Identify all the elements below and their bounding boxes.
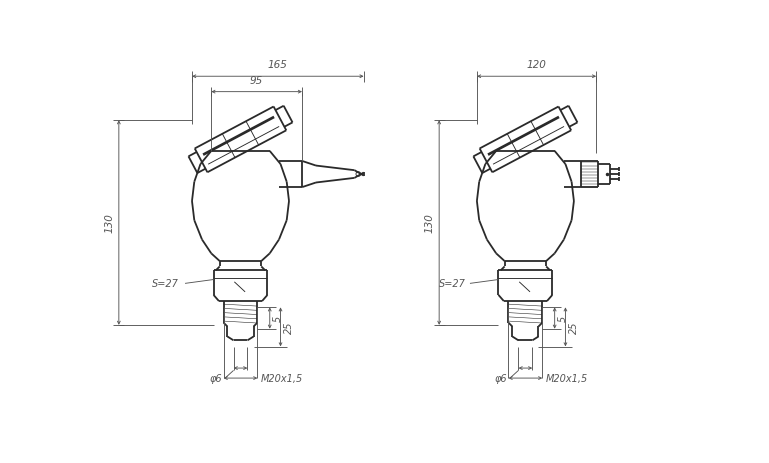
Text: 120: 120 [527,59,547,69]
Text: 25: 25 [284,321,294,333]
Text: 5: 5 [558,315,568,321]
Text: 165: 165 [268,59,288,69]
Text: 95: 95 [250,75,263,86]
Text: 5: 5 [273,315,283,321]
Text: M20x1,5: M20x1,5 [545,373,588,383]
Text: M20x1,5: M20x1,5 [261,373,303,383]
Text: 25: 25 [568,321,578,333]
Text: 130: 130 [424,213,434,233]
Text: S=27: S=27 [152,279,179,289]
Text: φ6: φ6 [209,373,222,383]
Text: S=27: S=27 [439,279,466,289]
Text: 130: 130 [105,213,115,233]
Text: φ6: φ6 [494,373,507,383]
